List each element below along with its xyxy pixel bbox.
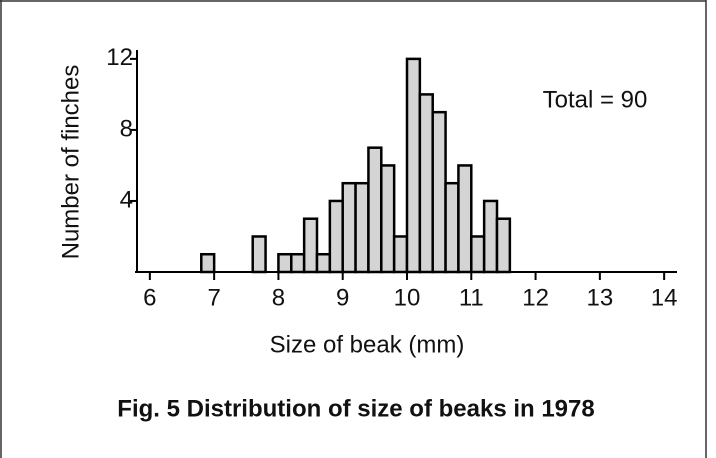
bar [495,217,512,274]
bar [470,235,486,274]
annotation: Total = 90 [543,86,648,113]
y-axis-label: Number of finches [57,65,84,260]
bar [341,181,357,274]
chart-title: Fig. 5 Distribution of size of beaks in … [117,395,594,422]
x-tick-label: 11 [459,284,484,311]
bar [431,110,447,274]
bar [392,235,409,274]
x-tick-label: 10 [394,284,421,311]
bar [302,217,319,274]
y-tick-label: 8 [120,115,133,142]
bar [367,146,383,274]
bar [328,199,344,274]
bar [444,181,460,274]
y-tick-label: 4 [120,186,133,213]
x-tick-label: 13 [587,284,614,311]
x-tick-label: 7 [207,284,220,311]
bar [405,57,422,274]
bar [251,235,267,274]
x-tick-label: 14 [651,284,678,311]
bar [418,93,434,274]
bar [457,164,473,274]
y-tick-label: 12 [106,44,133,71]
bar [277,252,293,274]
bar [354,181,370,274]
bar [380,164,396,274]
x-tick-label: 6 [143,284,156,311]
x-axis-label: Size of beak (mm) [270,331,465,358]
x-tick-label: 8 [272,284,285,311]
bar [315,252,332,274]
x-tick-label: 9 [336,284,349,311]
bar [200,252,216,274]
bar [290,252,306,274]
x-tick-label: 12 [522,284,549,311]
bar [482,199,499,274]
